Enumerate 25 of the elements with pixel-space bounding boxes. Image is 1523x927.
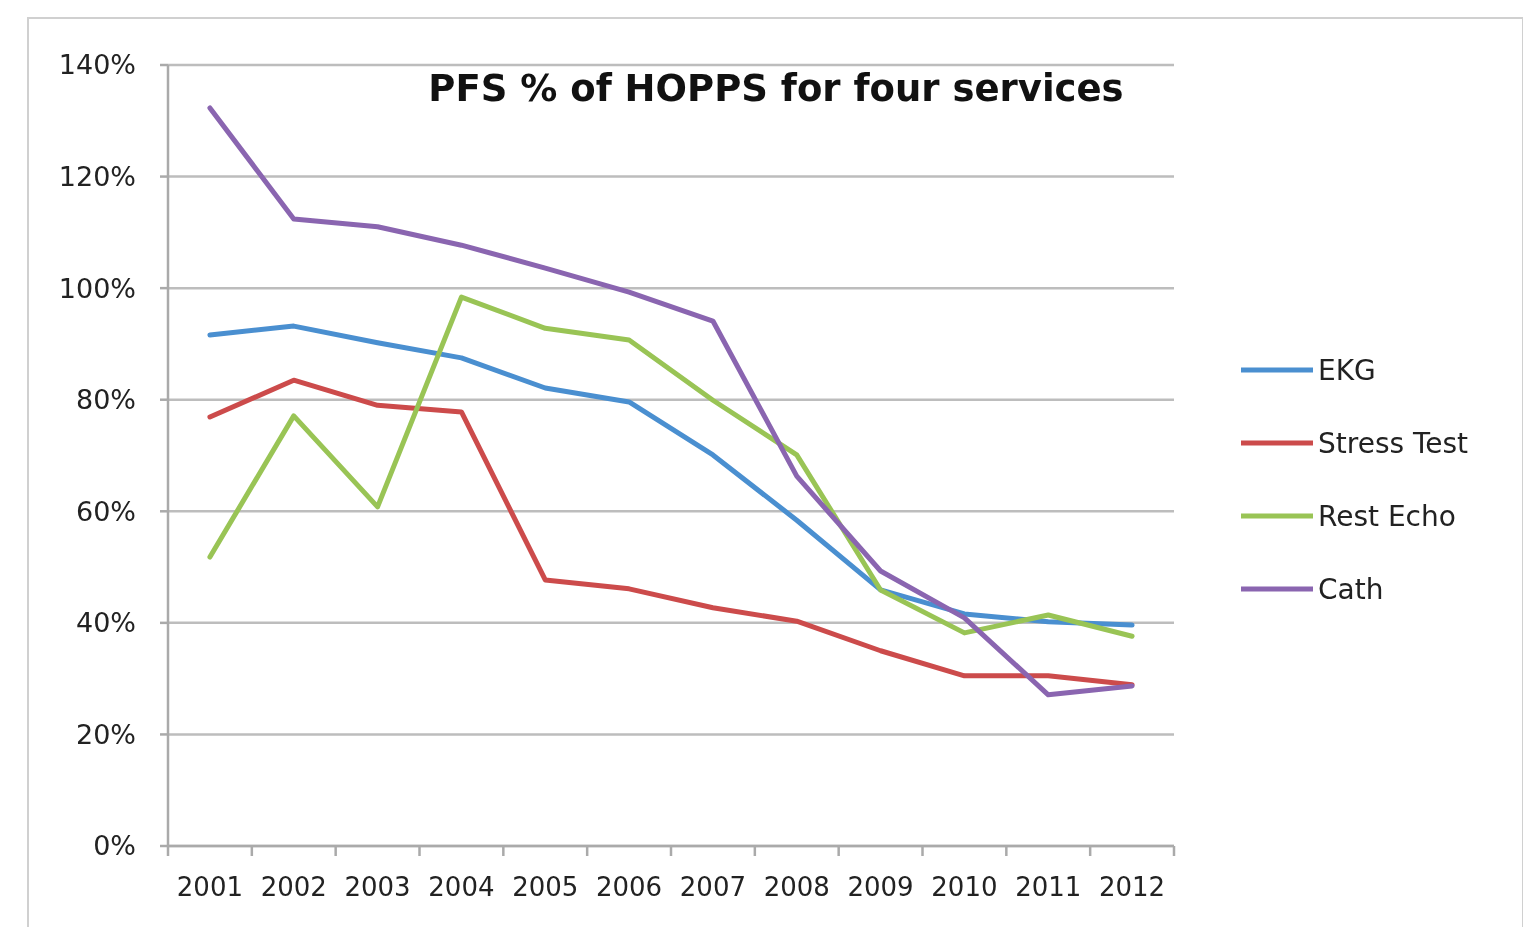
x-tick-label: 2001 [176, 872, 243, 902]
x-tick-label: 2005 [512, 872, 579, 902]
x-tick-label: 2010 [931, 872, 998, 902]
y-tick-label: 60% [75, 495, 136, 527]
y-tick-label: 140% [58, 49, 136, 81]
x-tick-label: 2011 [1015, 872, 1082, 902]
y-tick-label: 100% [58, 272, 136, 304]
y-tick-label: 120% [58, 161, 136, 193]
chart-title: PFS % of HOPPS for four services [428, 67, 1124, 110]
y-tick-label: 0% [93, 830, 136, 862]
x-tick-label: 2009 [847, 872, 914, 902]
legend-label: Stress Test [1318, 426, 1469, 460]
x-tick-label: 2002 [260, 872, 327, 902]
x-tick-label: 2004 [428, 872, 495, 902]
x-tick-label: 2003 [344, 872, 411, 902]
legend-label: EKG [1318, 353, 1376, 387]
x-tick-label: 2007 [679, 872, 746, 902]
legend-label: Rest Echo [1318, 499, 1456, 533]
x-tick-label: 2008 [763, 872, 830, 902]
x-tick-label: 2006 [596, 872, 663, 902]
legend-label: Cath [1318, 572, 1384, 606]
y-tick-label: 20% [75, 718, 136, 750]
x-tick-label: 2012 [1099, 872, 1166, 902]
y-tick-label: 40% [75, 607, 136, 639]
y-tick-label: 80% [75, 384, 136, 416]
